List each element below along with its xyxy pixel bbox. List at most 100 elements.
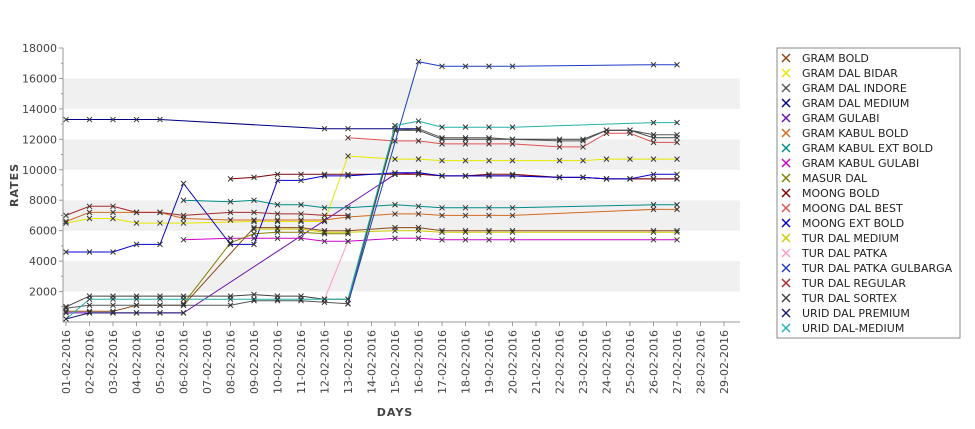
legend-marker-icon: [781, 263, 791, 273]
point-marker-stroke: [298, 171, 304, 178]
data-point: [603, 156, 610, 162]
data-point: [298, 201, 304, 208]
point-marker-stroke: [110, 296, 116, 303]
legend-label: GRAM KABUL BOLD: [802, 127, 909, 140]
data-point: [63, 303, 69, 310]
data-point: [63, 116, 69, 123]
series-layer: [63, 58, 680, 322]
data-point: [650, 236, 657, 243]
point-marker-stroke: [86, 116, 93, 123]
data-point: [486, 141, 492, 147]
data-point: [627, 156, 633, 162]
point-marker-stroke: [86, 215, 93, 222]
data-point: [674, 206, 680, 213]
y-tick-label: 8000: [29, 194, 57, 207]
data-point: [345, 296, 351, 303]
point-marker-stroke: [415, 118, 422, 124]
legend-label: GRAM DAL BIDAR: [802, 67, 898, 80]
legend-item: TUR DAL PATKA: [781, 247, 888, 260]
legend-item: MOONG DAL BEST: [781, 202, 903, 215]
series-line: [65, 312, 184, 320]
data-point: [298, 171, 304, 178]
point-marker-stroke: [86, 203, 93, 210]
point-marker-stroke: [63, 212, 69, 219]
x-tick-label: 02-02-2016: [84, 330, 97, 394]
point-marker-stroke: [415, 58, 422, 65]
point-marker-stroke: [133, 310, 140, 316]
point-marker-stroke: [415, 169, 422, 176]
data-point: [227, 235, 234, 242]
point-marker-stroke: [133, 302, 140, 309]
data-point: [251, 174, 257, 181]
point-marker-stroke: [180, 180, 187, 187]
data-point: [462, 204, 469, 211]
y-ticks: 2000 4000 6000 8000 10000 12000 14000 16000 1800…: [22, 42, 63, 308]
point-marker-stroke: [392, 156, 398, 162]
x-tick-label: 07-02-2016: [201, 330, 214, 394]
data-point: [63, 316, 69, 322]
data-point: [86, 302, 93, 309]
point-marker-stroke: [509, 136, 516, 143]
legend-marker-icon: [781, 143, 791, 153]
point-marker-stroke: [110, 209, 116, 216]
point-marker-stroke: [392, 169, 398, 176]
data-point: [180, 220, 187, 226]
legend-label: GRAM DAL INDORE: [802, 82, 907, 95]
data-point: [509, 63, 516, 70]
point-marker-stroke: [486, 173, 492, 179]
legend-marker-icon: [781, 158, 791, 168]
data-point: [157, 302, 163, 309]
legend-marker-icon: [781, 113, 791, 123]
point-marker-stroke: [63, 249, 69, 255]
point-marker-stroke: [462, 63, 469, 70]
point-marker-stroke: [486, 236, 492, 243]
data-point: [650, 176, 657, 182]
point-marker-stroke: [462, 173, 469, 179]
data-point: [439, 212, 445, 219]
point-marker-stroke: [486, 229, 492, 236]
x-tick-label: 03-02-2016: [107, 330, 120, 394]
point-marker-stroke: [439, 136, 445, 143]
data-point: [298, 217, 304, 223]
point-marker-stroke: [274, 171, 281, 178]
point-marker-stroke: [627, 127, 633, 134]
x-tick-label: 05-02-2016: [154, 330, 167, 394]
data-point: [486, 236, 492, 243]
data-point: [321, 238, 328, 245]
legend-label: MOONG EXT BOLD: [802, 217, 904, 230]
point-marker-stroke: [415, 156, 422, 162]
data-point: [86, 215, 93, 222]
data-point: [392, 169, 398, 176]
data-point: [462, 212, 469, 219]
point-marker-stroke: [415, 203, 422, 210]
point-marker-stroke: [345, 134, 351, 141]
point-marker-stroke: [227, 217, 234, 223]
point-marker-stroke: [298, 296, 304, 303]
y-tick-label: 18000: [22, 42, 57, 55]
point-marker-stroke: [110, 215, 116, 222]
x-tick-label: 27-02-2016: [671, 330, 684, 394]
point-marker-stroke: [439, 63, 445, 70]
point-marker-stroke: [556, 136, 563, 143]
point-marker-stroke: [345, 214, 351, 220]
point-marker-stroke: [180, 220, 187, 226]
point-marker-stroke: [415, 227, 422, 234]
data-point: [133, 116, 140, 123]
data-point: [110, 249, 116, 255]
legend-label: TUR DAL PATKA GULBARGA: [801, 262, 953, 275]
x-tick-label: 17-02-2016: [436, 330, 449, 394]
point-marker-stroke: [180, 197, 187, 204]
legend-marker-icon: [781, 203, 791, 213]
data-point: [392, 122, 398, 129]
point-marker-stroke: [110, 116, 116, 123]
x-tick-label: 08-02-2016: [225, 330, 238, 394]
data-point: [110, 302, 116, 309]
point-marker-stroke: [157, 296, 163, 303]
data-point: [180, 236, 187, 243]
point-marker-stroke: [509, 63, 516, 70]
point-marker-stroke: [227, 198, 234, 205]
point-marker-stroke: [650, 176, 657, 182]
point-marker-stroke: [345, 204, 351, 211]
data-point: [415, 156, 422, 162]
point-marker-stroke: [486, 136, 492, 143]
